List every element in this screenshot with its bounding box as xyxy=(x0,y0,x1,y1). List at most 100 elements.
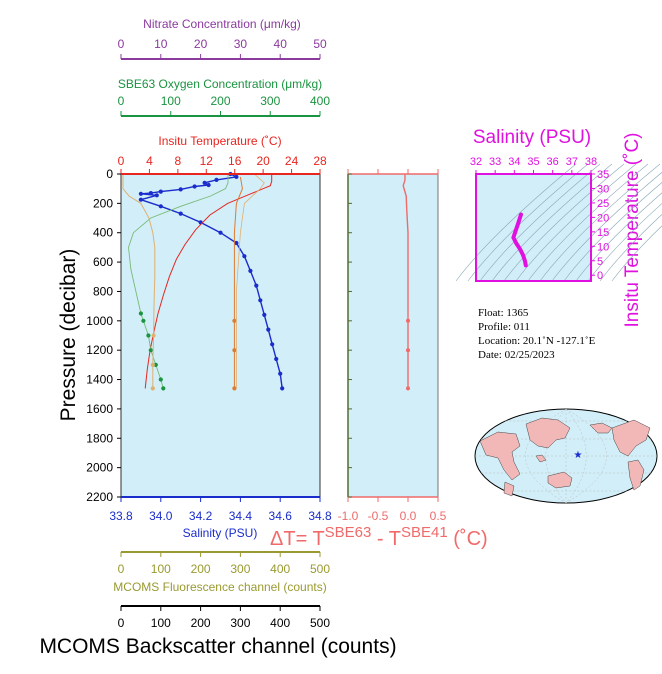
salinity-tick-label: 33.8 xyxy=(109,509,133,523)
salinity-tick-label: 34.4 xyxy=(229,509,253,523)
delta-t-tick-label: -0.5 xyxy=(368,509,389,523)
float-id: Float: 1365 xyxy=(478,307,529,319)
fluorescence-tick-label: 200 xyxy=(191,562,211,576)
series-point-2 xyxy=(138,311,143,316)
ts-diagram-panel xyxy=(476,174,591,281)
fluorescence-axis-title: MCOMS Fluorescence channel (counts) xyxy=(113,580,326,594)
delta-t-tick-label: 0.0 xyxy=(400,509,417,523)
map-land xyxy=(479,417,651,497)
map-meridian xyxy=(565,408,587,504)
temperature-axis: 0 4 8 12 16 20 24 28 xyxy=(118,154,327,175)
ts-profile-data xyxy=(511,212,528,268)
nitrate-tick-label: 30 xyxy=(234,37,248,51)
series-line-2 xyxy=(128,174,229,389)
series-point-2 xyxy=(153,362,158,367)
pressure-tick-label: 200 xyxy=(93,196,113,210)
oxygen-tick-label: 300 xyxy=(260,94,280,108)
series-point-0 xyxy=(202,180,207,185)
salinity-axis: 33.8 34.0 34.2 34.4 34.6 34.8 xyxy=(109,496,332,523)
salinity-axis-title: Salinity (PSU) xyxy=(183,526,258,540)
ts-contour xyxy=(479,163,601,282)
delta-t-axis-title: ΔT= TSBE63 - TSBE41 (˚C) xyxy=(270,524,488,550)
backscatter-tick-label: 100 xyxy=(151,616,171,630)
ts-salinity-tick: 36 xyxy=(547,156,559,168)
series-point-0 xyxy=(234,174,239,179)
backscatter-tick-label: 0 xyxy=(118,616,125,630)
pressure-axis-title: Pressure (decibar) xyxy=(57,249,80,422)
world-map: ★ xyxy=(474,408,658,504)
pressure-tick-label: 1800 xyxy=(86,431,113,445)
nitrate-tick-label: 0 xyxy=(118,37,125,51)
ts-axes: 32 33 34 35 36 37 38 0 5 10 15 20 25 30 35 xyxy=(470,156,609,282)
pressure-tick-label: 2200 xyxy=(86,490,113,504)
delta-t-axis: -1.0 -0.5 0.0 0.5 xyxy=(338,169,447,523)
ts-contour xyxy=(527,163,649,282)
ts-temperature-tick: 10 xyxy=(597,241,609,253)
location: Location: 20.1˚N -127.1˚E xyxy=(478,335,596,347)
date: Date: 02/25/2023 xyxy=(478,349,555,361)
temperature-tick-label: 8 xyxy=(175,154,182,168)
salinity-tick-label: 34.2 xyxy=(189,509,213,523)
salinity-tick-label: 34.8 xyxy=(308,509,332,523)
series-point-0 xyxy=(262,312,267,317)
series-point-3 xyxy=(150,386,155,391)
delta-t-point xyxy=(406,386,410,391)
delta-t-tick-label: 0.5 xyxy=(430,509,447,523)
ts-contour xyxy=(455,163,577,282)
main-profile-panel xyxy=(121,174,320,497)
ts-temperature-tick: 35 xyxy=(597,169,609,181)
series-point-2 xyxy=(148,348,153,353)
backscatter-tick-label: 300 xyxy=(230,616,250,630)
backscatter-axis: 0 100 200 300 400 500 xyxy=(118,605,330,630)
series-point-0 xyxy=(178,211,183,216)
delta-t-panel xyxy=(348,174,438,497)
ts-contour xyxy=(563,182,662,282)
map-meridian xyxy=(545,408,567,504)
series-line-3 xyxy=(122,174,156,389)
nitrate-tick-label: 10 xyxy=(154,37,168,51)
ts-contour xyxy=(503,163,625,282)
series-point-0 xyxy=(138,197,143,202)
pressure-tick-label: 1600 xyxy=(86,402,113,416)
ts-contour xyxy=(491,163,613,282)
fluorescence-tick-label: 500 xyxy=(310,562,330,576)
series-line-5 xyxy=(236,173,265,389)
temperature-tick-label: 24 xyxy=(285,154,299,168)
ts-temperature-tick: 15 xyxy=(597,227,609,239)
ts-side-label: Insitu Temperature (˚C) xyxy=(622,133,643,328)
ts-contour xyxy=(551,171,662,282)
series-point-0 xyxy=(234,240,239,246)
pressure-tick-label: 0 xyxy=(106,167,113,181)
main-profile-data xyxy=(122,171,285,391)
ts-contour xyxy=(539,163,661,282)
ts-density-contours xyxy=(455,163,662,282)
series-point-3 xyxy=(150,362,155,367)
series-point-0 xyxy=(154,193,159,198)
series-line-4 xyxy=(233,176,243,389)
oxygen-tick-label: 0 xyxy=(118,94,125,108)
fluorescence-tick-label: 100 xyxy=(151,562,171,576)
nitrate-tick-label: 50 xyxy=(313,37,327,51)
series-point-2 xyxy=(141,318,146,323)
delta-t-line xyxy=(402,174,409,389)
ts-salinity-tick: 35 xyxy=(527,156,539,168)
ts-temperature-tick: 25 xyxy=(597,198,609,210)
oxygen-tick-label: 400 xyxy=(310,94,330,108)
fluorescence-axis: 0 100 200 300 400 500 xyxy=(118,551,330,576)
series-point-0 xyxy=(242,254,247,259)
series-point-2 xyxy=(146,333,151,338)
temperature-tick-label: 0 xyxy=(118,154,125,168)
map-meridian xyxy=(525,408,567,504)
nitrate-tick-label: 40 xyxy=(274,37,288,51)
series-point-4 xyxy=(232,348,237,353)
fluorescence-tick-label: 300 xyxy=(230,562,250,576)
ts-contour xyxy=(515,163,637,282)
ts-profile-line xyxy=(511,212,528,268)
series-point-2 xyxy=(158,377,163,382)
delta-t-point xyxy=(406,348,410,353)
delta-t-data xyxy=(402,174,410,391)
oxygen-tick-label: 200 xyxy=(210,94,230,108)
nitrate-tick-label: 20 xyxy=(194,37,208,51)
series-point-0 xyxy=(214,177,219,182)
